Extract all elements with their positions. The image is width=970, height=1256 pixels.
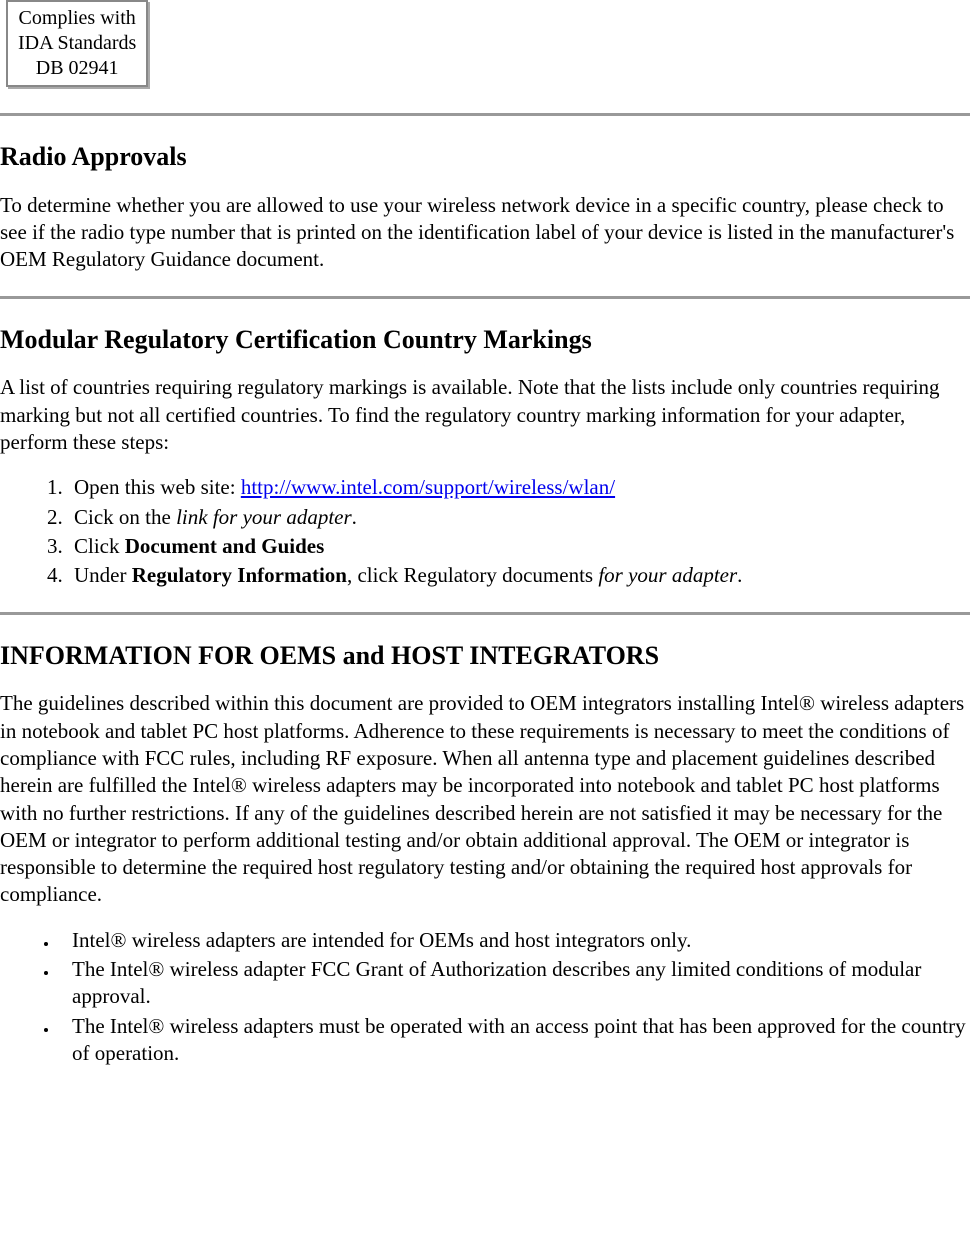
compliance-box: Complies with IDA Standards DB 02941	[6, 0, 148, 87]
oem-bullet-list: Intel® wireless adapters are intended fo…	[0, 927, 970, 1067]
step-4-italic: for your adapter	[598, 563, 737, 587]
step-2-post: .	[352, 505, 357, 529]
paragraph-modular-intro: A list of countries requiring regulatory…	[0, 374, 970, 456]
heading-radio-approvals: Radio Approvals	[0, 140, 970, 174]
compliance-line-1: Complies with	[18, 6, 136, 31]
heading-modular: Modular Regulatory Certification Country…	[0, 323, 970, 357]
step-2-pre: Cick on the	[74, 505, 176, 529]
step-4-mid: , click Regulatory documents	[347, 563, 598, 587]
intel-support-link[interactable]: http://www.intel.com/support/wireless/wl…	[241, 475, 615, 499]
paragraph-oem-body: The guidelines described within this doc…	[0, 690, 970, 908]
step-2: Cick on the link for your adapter.	[68, 504, 970, 531]
compliance-line-3: DB 02941	[18, 56, 136, 81]
step-4-post: .	[737, 563, 742, 587]
step-3: Click Document and Guides	[68, 533, 970, 560]
step-2-italic: link for your adapter	[176, 505, 352, 529]
divider	[0, 296, 970, 299]
oem-bullet-1: Intel® wireless adapters are intended fo…	[58, 927, 970, 954]
steps-list: Open this web site: http://www.intel.com…	[0, 474, 970, 589]
heading-oem: INFORMATION FOR OEMS and HOST INTEGRATOR…	[0, 639, 970, 673]
divider	[0, 113, 970, 116]
step-4-bold: Regulatory Information	[132, 563, 347, 587]
step-1-text: Open this web site:	[74, 475, 241, 499]
divider	[0, 612, 970, 615]
step-1: Open this web site: http://www.intel.com…	[68, 474, 970, 501]
compliance-line-2: IDA Standards	[18, 31, 136, 56]
oem-bullet-3: The Intel® wireless adapters must be ope…	[58, 1013, 970, 1068]
step-3-pre: Click	[74, 534, 125, 558]
step-3-bold: Document and Guides	[125, 534, 325, 558]
oem-bullet-2: The Intel® wireless adapter FCC Grant of…	[58, 956, 970, 1011]
paragraph-radio-approvals: To determine whether you are allowed to …	[0, 192, 970, 274]
step-4: Under Regulatory Information, click Regu…	[68, 562, 970, 589]
step-4-pre: Under	[74, 563, 132, 587]
